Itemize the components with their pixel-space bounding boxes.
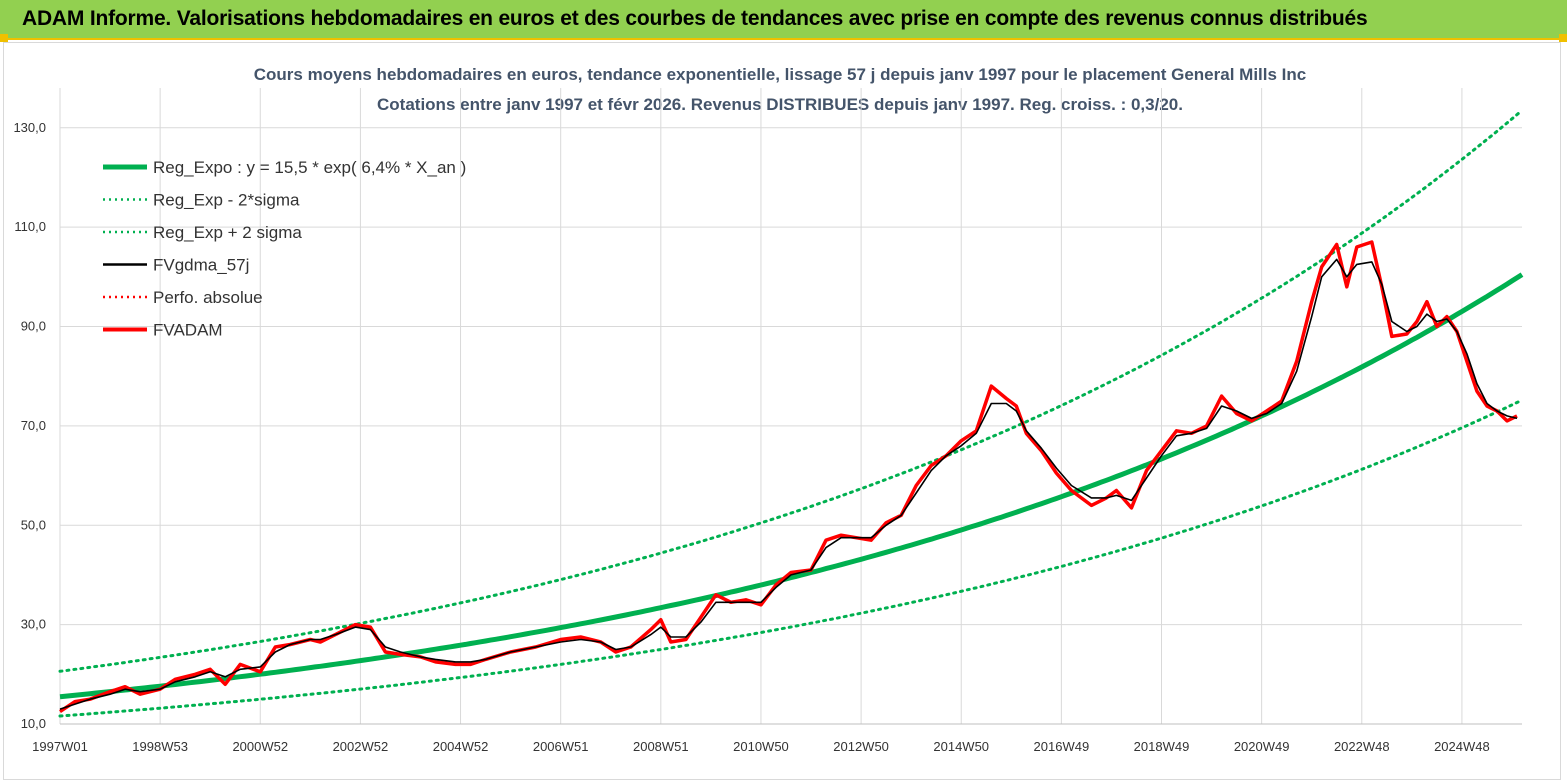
x-axis-ticks: 1997W01 1998W53 2000W52 2002W52 2004W52 2006W… bbox=[32, 739, 1490, 754]
x-tick-label: 2016W49 bbox=[1034, 739, 1090, 754]
plot-area bbox=[58, 108, 1524, 718]
chart-legend: Reg_Expo : y = 15,5 * exp( 6,4% * X_an )… bbox=[103, 158, 466, 340]
series-reg-expo bbox=[59, 272, 1524, 700]
report-banner: ADAM Informe. Valorisations hebdomadaire… bbox=[0, 0, 1567, 40]
legend-label: Perfo. absolue bbox=[153, 288, 263, 307]
y-tick-label: 30,0 bbox=[21, 617, 46, 632]
y-tick-label: 110,0 bbox=[14, 219, 46, 234]
y-tick-label: 70,0 bbox=[21, 418, 46, 433]
y-tick-label: 130,0 bbox=[13, 120, 46, 135]
legend-label: Reg_Exp - 2*sigma bbox=[153, 191, 300, 210]
chart-subtitle: Cotations entre janv 1997 et févr 2026. … bbox=[377, 95, 1183, 114]
y-tick-label: 50,0 bbox=[21, 517, 46, 532]
legend-label: FVADAM bbox=[153, 321, 223, 340]
x-tick-label: 2022W48 bbox=[1334, 739, 1390, 754]
chart-title: Cours moyens hebdomadaires en euros, ten… bbox=[254, 65, 1306, 84]
report-title: ADAM Informe. Valorisations hebdomadaire… bbox=[22, 7, 1368, 30]
series-perfo-absolue bbox=[59, 241, 1518, 713]
x-tick-label: 1998W53 bbox=[132, 739, 188, 754]
x-tick-label: 2006W51 bbox=[533, 739, 589, 754]
corner-marker bbox=[0, 34, 8, 42]
x-tick-label: 2014W50 bbox=[933, 739, 989, 754]
x-tick-label: 2004W52 bbox=[433, 739, 489, 754]
x-tick-label: 1997W01 bbox=[32, 739, 88, 754]
chart-frame bbox=[3, 42, 1561, 780]
legend-label: Reg_Exp + 2 sigma bbox=[153, 223, 302, 242]
grid-lines bbox=[59, 88, 1522, 725]
y-tick-label: 10,0 bbox=[21, 716, 46, 731]
series-fvadam bbox=[59, 240, 1518, 714]
series-reg-exp-minus-2sigma bbox=[58, 398, 1524, 718]
x-tick-label: 2024W48 bbox=[1434, 739, 1490, 754]
x-tick-label: 2002W52 bbox=[333, 739, 389, 754]
corner-marker bbox=[1559, 34, 1567, 42]
x-tick-label: 2018W49 bbox=[1134, 739, 1190, 754]
series-fvgdma-57j bbox=[59, 258, 1518, 710]
series-reg-exp-plus-2sigma bbox=[58, 108, 1524, 673]
x-tick-label: 2010W50 bbox=[733, 739, 789, 754]
x-tick-label: 2008W51 bbox=[633, 739, 689, 754]
legend-label: FVgdma_57j bbox=[153, 256, 249, 275]
x-tick-label: 2000W52 bbox=[232, 739, 288, 754]
y-tick-label: 90,0 bbox=[21, 319, 46, 334]
y-axis-ticks: 10,0 30,0 50,0 70,0 90,0 110,0 130,0 bbox=[13, 120, 46, 731]
legend-label: Reg_Expo : y = 15,5 * exp( 6,4% * X_an ) bbox=[153, 158, 466, 177]
x-tick-label: 2012W50 bbox=[833, 739, 889, 754]
x-tick-label: 2020W49 bbox=[1234, 739, 1290, 754]
